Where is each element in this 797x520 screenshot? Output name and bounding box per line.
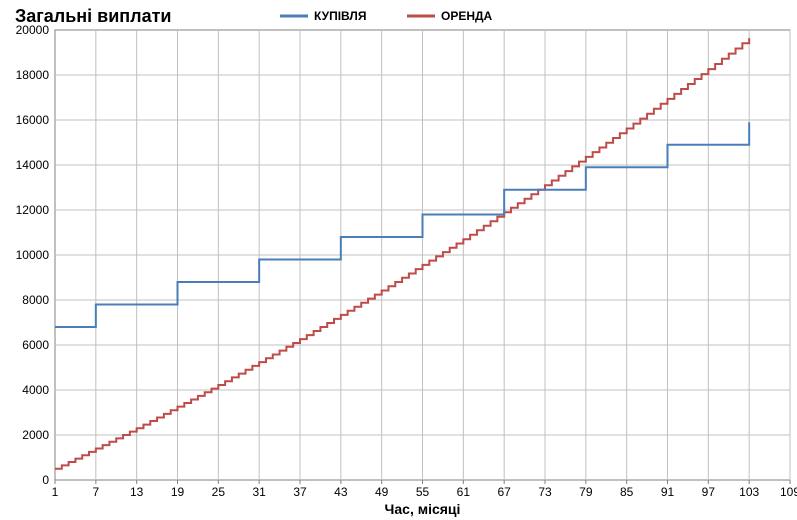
x-tick-label: 19 xyxy=(171,485,185,499)
x-axis-ticks: 1 7 13 19 25 31 37 43 49 55 61 67 73 79 85 91 97 103 109 xyxy=(52,485,797,499)
gridlines xyxy=(55,30,790,484)
y-tick-label: 8000 xyxy=(22,293,49,307)
x-tick-label: 109 xyxy=(780,485,797,499)
x-tick-label: 85 xyxy=(620,485,634,499)
legend-label: ОРЕНДА xyxy=(441,9,493,23)
x-tick-label: 97 xyxy=(702,485,716,499)
x-tick-label: 61 xyxy=(457,485,471,499)
x-tick-label: 25 xyxy=(212,485,226,499)
y-tick-label: 2000 xyxy=(22,428,49,442)
series-kupivlya-line xyxy=(55,122,749,327)
y-tick-label: 6000 xyxy=(22,338,49,352)
x-tick-label: 31 xyxy=(252,485,266,499)
x-tick-label: 55 xyxy=(416,485,430,499)
x-tick-label: 1 xyxy=(52,485,59,499)
x-tick-label: 91 xyxy=(661,485,675,499)
x-tick-label: 49 xyxy=(375,485,389,499)
y-axis-ticks: 0 2000 4000 6000 8000 10000 12000 14000 16000 180… xyxy=(16,23,50,487)
x-tick-label: 103 xyxy=(739,485,759,499)
x-tick-label: 13 xyxy=(130,485,144,499)
chart-svg: Загальні виплати КУПІВЛЯОРЕНДА 020004000… xyxy=(0,0,797,520)
y-tick-label: 4000 xyxy=(22,383,49,397)
x-tick-label: 79 xyxy=(579,485,593,499)
legend-label: КУПІВЛЯ xyxy=(314,9,366,23)
x-axis-label: Час, місяці xyxy=(385,501,461,517)
y-tick-label: 16000 xyxy=(16,113,50,127)
x-tick-label: 7 xyxy=(92,485,99,499)
x-tick-label: 73 xyxy=(538,485,552,499)
y-tick-label: 12000 xyxy=(16,203,50,217)
y-tick-label: 14000 xyxy=(16,158,50,172)
series-orenda-line xyxy=(55,38,749,469)
x-tick-label: 67 xyxy=(497,485,511,499)
y-tick-label: 0 xyxy=(42,473,49,487)
x-tick-label: 37 xyxy=(293,485,307,499)
y-tick-label: 20000 xyxy=(16,23,50,37)
y-tick-label: 10000 xyxy=(16,248,50,262)
y-tick-label: 18000 xyxy=(16,68,50,82)
legend: КУПІВЛЯ ОРЕНДА xyxy=(280,9,493,23)
chart-container: Загальні виплати КУПІВЛЯОРЕНДА 020004000… xyxy=(0,0,797,520)
x-tick-label: 43 xyxy=(334,485,348,499)
